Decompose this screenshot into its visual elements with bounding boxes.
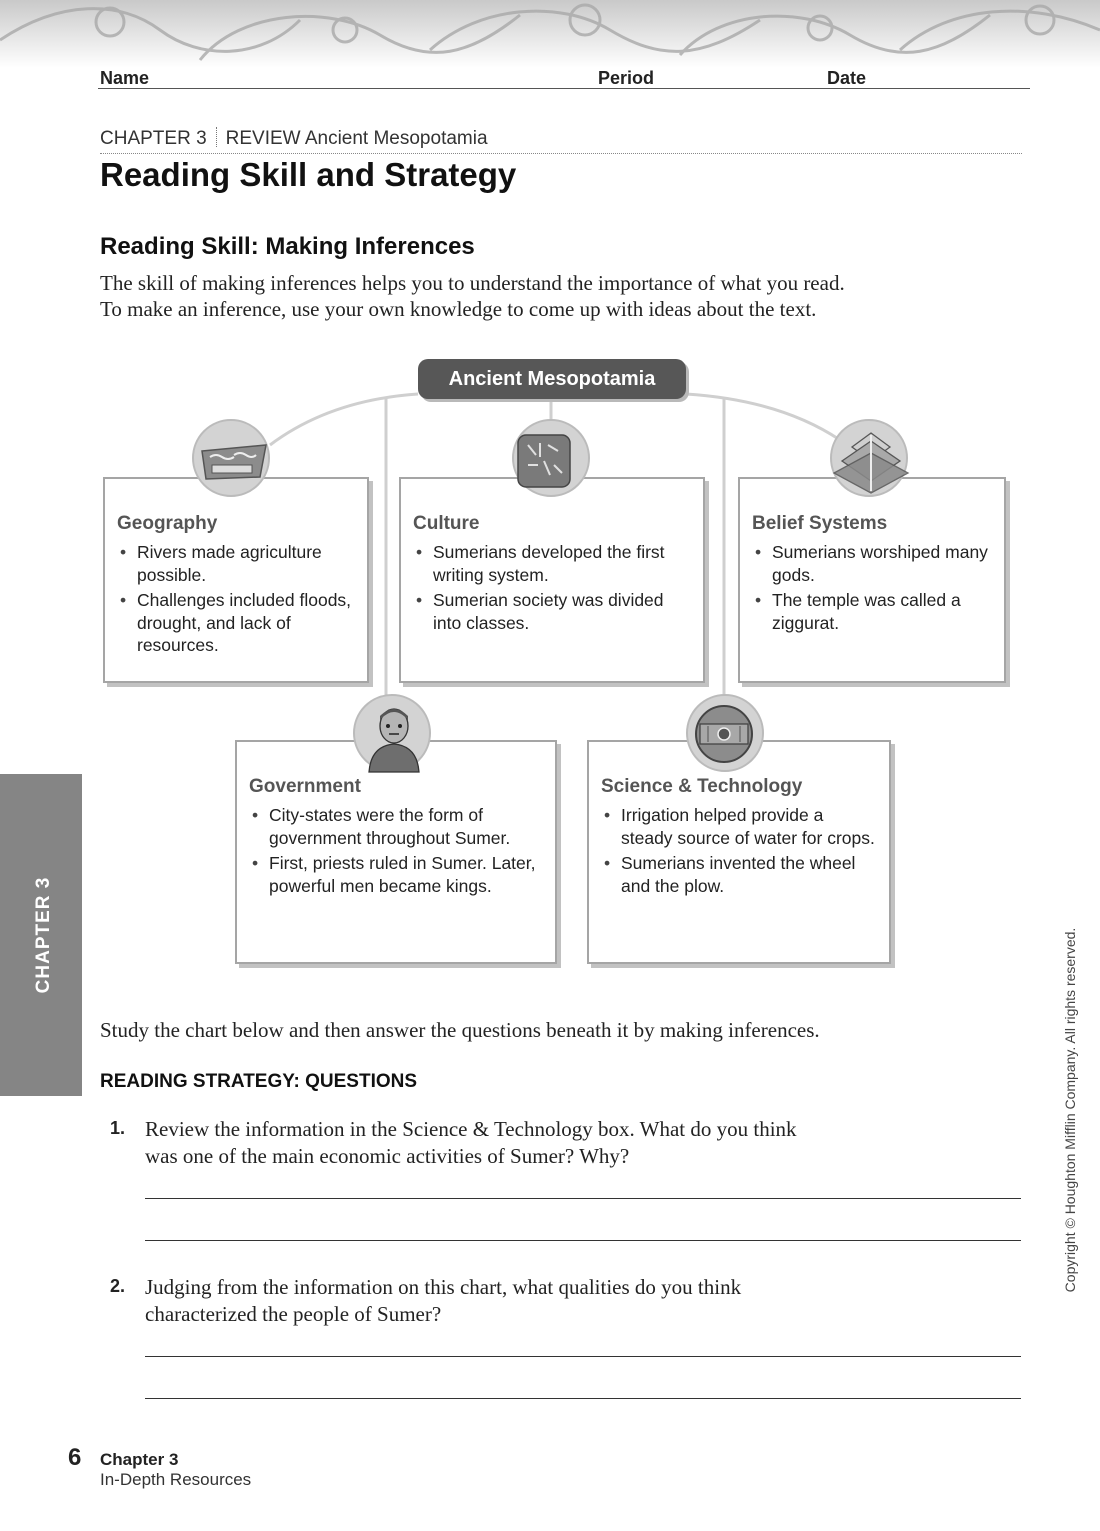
answer-line[interactable] xyxy=(145,1398,1021,1399)
skill-intro: The skill of making inferences helps you… xyxy=(100,270,1000,322)
page-number: 6 xyxy=(68,1444,81,1472)
bullet-item: City-states were the form of government … xyxy=(249,804,545,849)
period-label: Period xyxy=(598,68,654,89)
bullet-item: Sumerians worshiped many gods. xyxy=(752,541,994,586)
sumerian-ruler-statue-icon xyxy=(353,694,431,772)
copyright-notice: Copyright © Houghton Mifflin Company. Al… xyxy=(1062,928,1078,1293)
bullet-item: Rivers made agriculture possible. xyxy=(117,541,357,586)
header-rule xyxy=(98,88,1030,89)
question-number: 2. xyxy=(110,1276,125,1297)
bullet-item: Sumerians invented the wheel and the plo… xyxy=(601,852,879,897)
side-tab-label: CHAPTER 3 xyxy=(33,877,55,994)
review-label: REVIEW Ancient Mesopotamia xyxy=(226,128,488,149)
name-label: Name xyxy=(100,68,149,89)
box-title: Geography xyxy=(117,513,357,535)
footer-chapter: Chapter 3 xyxy=(100,1450,178,1470)
footer-resource: In-Depth Resources xyxy=(100,1470,251,1490)
answer-line[interactable] xyxy=(145,1240,1021,1241)
box-title: Science & Technology xyxy=(601,776,879,798)
question-text: was one of the main economic activities … xyxy=(145,1143,905,1170)
decorative-swirl-banner xyxy=(0,0,1100,68)
bullet-item: Sumerians developed the first writing sy… xyxy=(413,541,693,586)
geography-box: Geography Rivers made agriculture possib… xyxy=(103,477,369,683)
skill-heading: Reading Skill: Making Inferences xyxy=(100,233,475,261)
bullet-item: First, priests ruled in Sumer. Later, po… xyxy=(249,852,545,897)
culture-box: Culture Sumerians developed the first wr… xyxy=(399,477,705,683)
strategy-heading: READING STRATEGY: QUESTIONS xyxy=(100,1071,417,1093)
box-title: Government xyxy=(249,776,545,798)
question-text: characterized the people of Sumer? xyxy=(145,1301,905,1328)
bullet-item: Irrigation helped provide a steady sourc… xyxy=(601,804,879,849)
intro-line: To make an inference, use your own knowl… xyxy=(100,296,1000,322)
intro-line: The skill of making inferences helps you… xyxy=(100,270,1000,296)
ancient-map-icon xyxy=(192,419,270,497)
answer-line[interactable] xyxy=(145,1198,1021,1199)
study-instructions: Study the chart below and then answer th… xyxy=(100,1018,820,1043)
bullet-item: Challenges included floods, drought, and… xyxy=(117,589,357,657)
wheel-icon xyxy=(686,694,764,772)
belief-systems-box: Belief Systems Sumerians worshiped many … xyxy=(738,477,1006,683)
answer-line[interactable] xyxy=(145,1356,1021,1357)
cuneiform-tablet-icon xyxy=(512,419,590,497)
box-title: Belief Systems xyxy=(752,513,994,535)
question-text: Judging from the information on this cha… xyxy=(145,1274,905,1301)
date-label: Date xyxy=(827,68,866,89)
bullet-item: Sumerian society was divided into classe… xyxy=(413,589,693,634)
diagram-title: Ancient Mesopotamia xyxy=(418,359,686,399)
page-title: Reading Skill and Strategy xyxy=(100,156,516,194)
chapter-review-line: CHAPTER 3 REVIEW Ancient Mesopotamia xyxy=(100,127,488,150)
ziggurat-icon xyxy=(830,419,908,497)
bullet-item: The temple was called a ziggurat. xyxy=(752,589,994,634)
box-title: Culture xyxy=(413,513,693,535)
chapter-label: CHAPTER 3 xyxy=(100,128,207,149)
question-text: Review the information in the Science & … xyxy=(145,1116,905,1143)
question-number: 1. xyxy=(110,1118,125,1139)
dotted-rule xyxy=(100,153,1022,154)
